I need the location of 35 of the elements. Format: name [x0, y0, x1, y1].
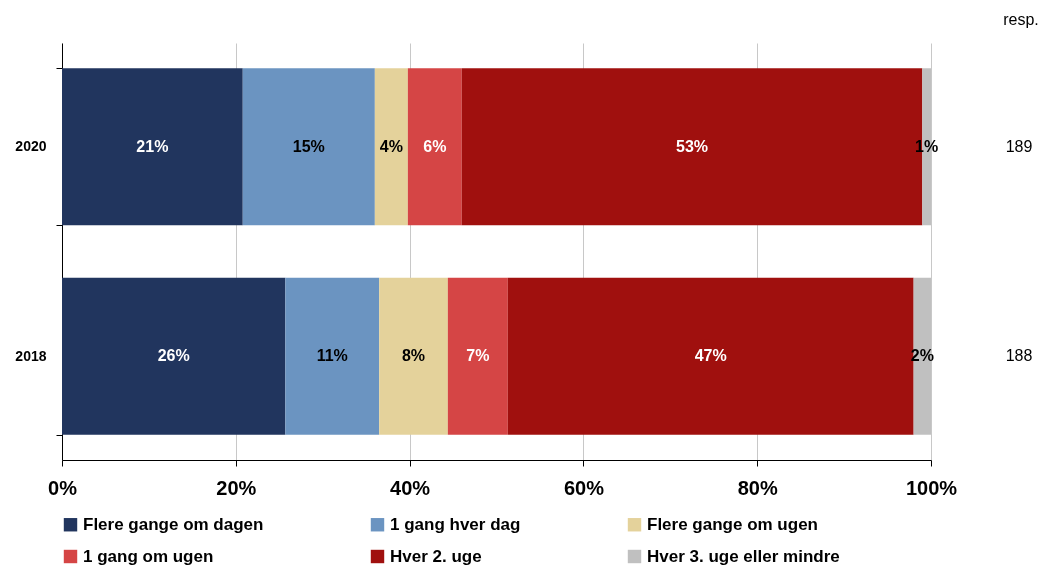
bar [407, 68, 462, 226]
data-label: 7% [466, 347, 490, 365]
data-label: 11% [316, 347, 348, 365]
data-label: 26% [157, 347, 190, 365]
bar [447, 277, 508, 435]
legend-label: Hver 2. uge [390, 546, 482, 566]
y-tick-label: 2020 [15, 138, 47, 155]
data-label: 47% [694, 347, 727, 365]
x-tick-label: 40% [390, 476, 431, 499]
bar [285, 277, 380, 435]
text: 188 [1005, 347, 1033, 365]
legend-label: 1 gang om ugen [83, 546, 214, 566]
x-tick-label: 20% [216, 476, 257, 499]
data-label: 15% [292, 137, 325, 155]
text: resp. [1003, 11, 1039, 28]
data-label: 4% [379, 137, 403, 155]
data-label: 53% [676, 137, 709, 155]
text: 189 [1005, 137, 1033, 155]
x-tick-label: 60% [563, 476, 605, 499]
legend-label: Hver 3. uge eller mindre [647, 546, 840, 566]
x-tick-label: 100% [905, 476, 958, 499]
bar [379, 277, 448, 435]
data-label: 21% [136, 137, 169, 155]
data-label: 8% [401, 347, 426, 365]
legend-label: Flere gange om dagen [83, 514, 264, 534]
legend-label: 1 gang hver dag [390, 514, 521, 534]
legend-label: Flere gange om ugen [647, 514, 818, 534]
data-label: 6% [423, 137, 447, 155]
x-tick-label: 0% [48, 476, 78, 499]
bar [62, 68, 243, 226]
y-tick-label: 2018 [15, 347, 47, 364]
bar [374, 68, 408, 226]
x-tick-label: 80% [737, 476, 778, 499]
bar [242, 68, 375, 226]
bar [62, 277, 286, 435]
